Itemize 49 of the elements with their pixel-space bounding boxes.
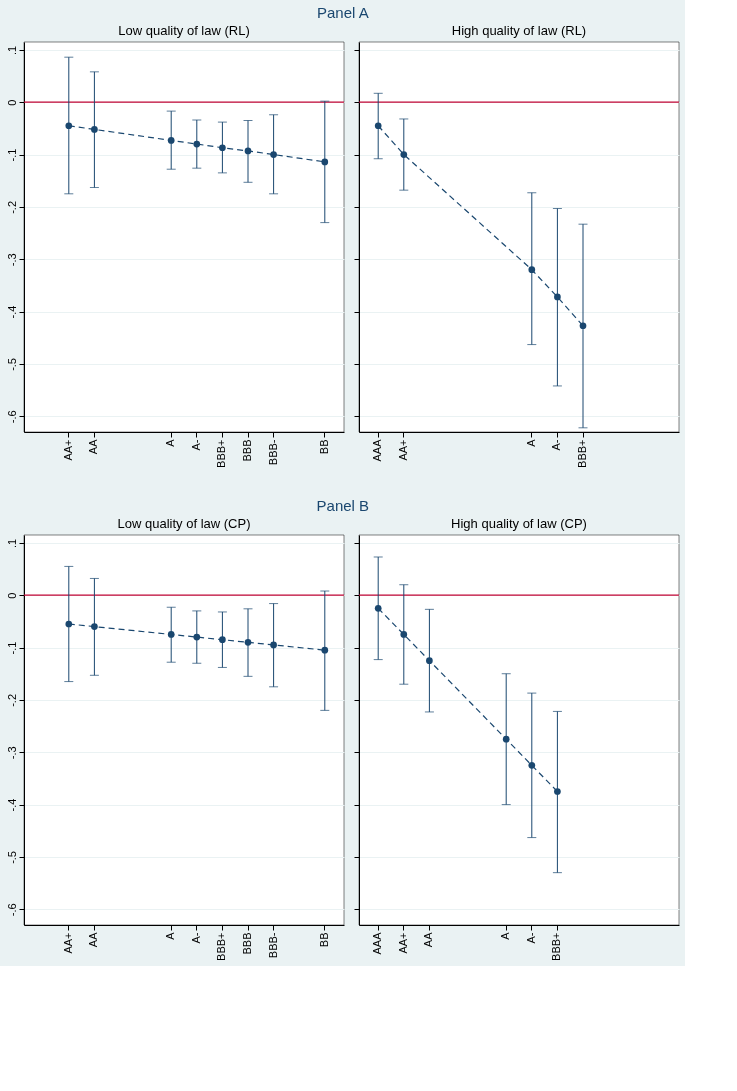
x-tick-label: AA+ [396, 439, 409, 461]
x-tick-label: AAA [371, 438, 384, 462]
x-tick-label: BBB [241, 932, 253, 955]
x-tick-label: BBB+ [215, 439, 228, 468]
chart-title: High quality of law (CP) [451, 516, 587, 531]
y-tick-label: .1 [5, 45, 18, 55]
x-tick-label: A [499, 931, 512, 940]
x-tick-label: A [524, 438, 537, 447]
x-tick-label: BB [317, 932, 330, 948]
y-tick-label: .1 [5, 538, 18, 548]
y-tick-label: -.6 [5, 903, 18, 917]
x-tick-label: AA [87, 438, 100, 455]
x-tick-label: AA [422, 931, 435, 948]
y-tick-label: -.2 [5, 693, 18, 707]
x-tick-label: BBB+ [215, 932, 228, 961]
x-tick-label: A- [550, 439, 563, 451]
y-tick-label: -.3 [5, 746, 18, 760]
x-tick-label: A [164, 931, 177, 940]
x-tick-label: BBB+ [576, 439, 588, 468]
x-tick-label: AA+ [61, 439, 74, 461]
chart-title: High quality of law (RL) [451, 23, 587, 38]
y-tick-label: -.1 [5, 641, 18, 655]
text: Panel B [316, 496, 370, 514]
x-tick-label: A [164, 438, 177, 447]
chart-title: Low quality of law (CP) [117, 516, 251, 531]
x-tick-label: A- [189, 932, 202, 944]
y-tick-label: -.6 [5, 410, 18, 424]
x-tick-label: A- [189, 439, 202, 451]
x-tick-label: BBB- [266, 439, 279, 466]
y-tick-label: 0 [5, 592, 18, 599]
y-tick-label: 0 [5, 99, 18, 106]
x-tick-label: AAA [371, 931, 384, 955]
x-tick-label: AA+ [396, 932, 409, 954]
x-tick-label: BB [317, 439, 330, 455]
y-tick-label: -.3 [5, 253, 18, 267]
chart-title: Low quality of law (RL) [118, 23, 250, 38]
y-tick-label: -.2 [5, 200, 18, 214]
y-tick-label: -.1 [5, 148, 18, 162]
y-tick-label: -.5 [5, 851, 18, 864]
x-tick-label: BBB [241, 439, 253, 462]
x-tick-label: A- [524, 932, 537, 944]
x-tick-label: BBB- [266, 932, 279, 959]
text: Panel A [316, 3, 369, 21]
y-tick-label: -.4 [5, 798, 18, 812]
x-tick-label: AA+ [61, 932, 74, 954]
x-tick-label: BBB+ [550, 932, 563, 961]
x-tick-label: AA [87, 931, 100, 948]
y-tick-label: -.5 [5, 358, 18, 371]
y-tick-label: -.4 [5, 305, 18, 319]
